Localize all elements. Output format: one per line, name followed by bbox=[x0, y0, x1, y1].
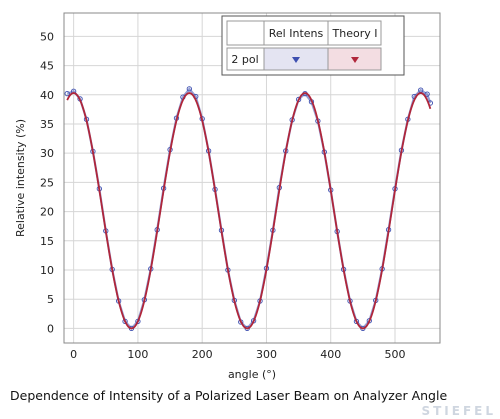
measured-point bbox=[424, 91, 430, 97]
y-tick-label: 10 bbox=[40, 264, 54, 277]
plot-frame bbox=[63, 12, 441, 344]
y-tick-label: 20 bbox=[40, 206, 54, 219]
y-tick-label: 25 bbox=[40, 176, 54, 189]
y-tick-label: 45 bbox=[40, 60, 54, 73]
legend-marker-series-1 bbox=[292, 57, 300, 63]
legend: Rel Intens Theory I 2 pol bbox=[221, 15, 405, 76]
legend-header-cell-2 bbox=[327, 20, 382, 46]
data-layer bbox=[64, 86, 434, 332]
y-tick-label: 5 bbox=[47, 293, 54, 306]
y-tick-label: 15 bbox=[40, 235, 54, 248]
legend-header-series-2: Theory I bbox=[332, 27, 378, 40]
y-tick-label: 50 bbox=[40, 30, 54, 43]
measured-point bbox=[186, 86, 192, 92]
watermark: STIEFEL bbox=[421, 404, 496, 418]
legend-header-cell-1 bbox=[263, 20, 329, 46]
x-tick-label: 500 bbox=[385, 348, 406, 361]
x-tick-label: 0 bbox=[70, 348, 77, 361]
theory-curve bbox=[66, 92, 432, 330]
y-tick-label: 30 bbox=[40, 147, 54, 160]
y-axis-title: Relative intensity (%) bbox=[14, 119, 27, 237]
x-tick-label: 400 bbox=[320, 348, 341, 361]
legend-row-label: 2 pol bbox=[231, 53, 258, 66]
y-tick-label: 40 bbox=[40, 89, 54, 102]
x-tick-label: 200 bbox=[192, 348, 213, 361]
measured-point bbox=[64, 90, 70, 97]
x-axis-title: angle (°) bbox=[228, 368, 276, 381]
legend-marker-series-2 bbox=[351, 57, 359, 63]
y-tick-label: 35 bbox=[40, 118, 54, 131]
legend-header-series-1: Rel Intens bbox=[269, 27, 324, 40]
legend-header-empty-cell bbox=[226, 20, 265, 46]
x-tick-label: 100 bbox=[127, 348, 148, 361]
figure-caption: Dependence of Intensity of a Polarized L… bbox=[10, 388, 448, 403]
y-tick-label: 0 bbox=[47, 322, 54, 335]
x-tick-label: 300 bbox=[256, 348, 277, 361]
